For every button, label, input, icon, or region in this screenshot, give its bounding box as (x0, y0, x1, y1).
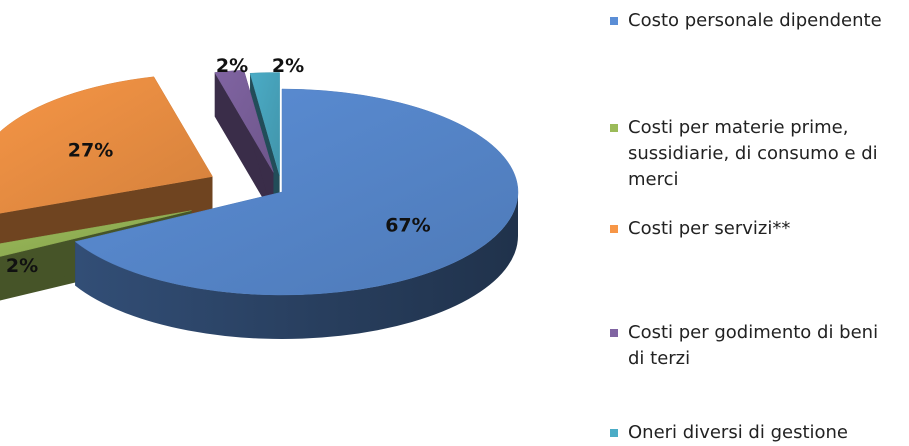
slice-top (249, 72, 280, 176)
slice-cut-face (214, 72, 274, 217)
slice-top (0, 210, 192, 257)
legend-swatch (610, 429, 618, 437)
pie-chart: 67% 2% 27% 2% 2% (0, 55, 519, 340)
legend-label: Costo personale dipendente (628, 10, 882, 31)
pie-slice (214, 69, 274, 217)
legend-swatch (610, 124, 618, 132)
legend-label: Costi per godimento di beni di terzi (628, 322, 879, 369)
legend: Costo personale dipendente Costi per mat… (604, 0, 904, 446)
pie-slice (74, 88, 519, 340)
slice-side (75, 192, 518, 340)
data-label: 2% (6, 255, 38, 277)
legend-label: Costi per servizi** (628, 218, 791, 239)
legend-item: Costi per materie prime, sussidiarie, di… (604, 115, 904, 193)
legend-label: Costi per materie prime, sussidiarie, di… (628, 117, 878, 190)
legend-swatch (610, 225, 618, 233)
legend-item: Costi per godimento di beni di terzi (604, 320, 904, 372)
slice-top (74, 88, 519, 296)
data-label: 67% (385, 215, 430, 237)
legend-swatch (610, 17, 618, 25)
slice-top (214, 69, 274, 173)
data-label: 2% (272, 55, 304, 77)
legend-item: Costi per servizi** (604, 216, 904, 242)
slice-top (0, 76, 213, 214)
data-label: 27% (68, 139, 113, 161)
legend-item: Costo personale dipendente (604, 8, 904, 34)
legend-label: Oneri diversi di gestione (628, 422, 849, 443)
legend-swatch (610, 329, 618, 337)
pie-slice (0, 76, 213, 258)
data-label: 2% (216, 55, 248, 77)
legend-item: Oneri diversi di gestione (604, 420, 904, 446)
